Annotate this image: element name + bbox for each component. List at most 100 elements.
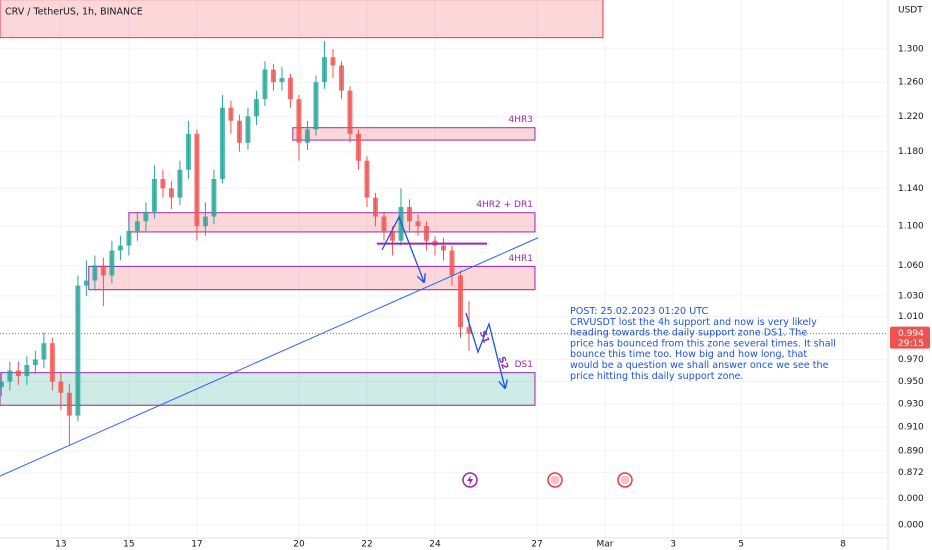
zone — [88, 265, 536, 291]
candle-body — [338, 65, 344, 91]
candle-body — [279, 77, 285, 83]
arrow — [465, 312, 505, 388]
axis-unit: USDT — [898, 6, 923, 16]
candle-body — [440, 245, 446, 251]
zone — [0, 0, 604, 39]
candle-body — [117, 245, 123, 251]
candle-body — [355, 133, 361, 161]
x-tick-label: 24 — [429, 540, 441, 550]
candle-body — [100, 265, 106, 276]
y-tick-label: 0.910 — [898, 423, 924, 433]
candle-body — [372, 197, 378, 217]
x-tick-label: 5 — [738, 540, 744, 550]
y-tick-label: 0.000 — [898, 520, 924, 530]
x-tick-label: 13 — [55, 540, 66, 550]
y-tick-label: 0.872 — [898, 468, 924, 478]
candle-body — [83, 280, 89, 286]
x-tick-label: 17 — [191, 540, 202, 550]
y-tick-label: 1.140 — [898, 184, 924, 194]
arrow — [381, 215, 424, 282]
candle-body — [466, 327, 472, 334]
candle-body — [15, 370, 21, 377]
candle-body — [313, 82, 319, 130]
trend-line — [0, 237, 539, 477]
candle-body — [364, 160, 370, 198]
zone — [128, 212, 536, 233]
candle-body — [66, 392, 72, 416]
candle-body — [296, 99, 302, 143]
candle-body — [134, 221, 140, 231]
candle-body — [270, 69, 276, 83]
candle-body — [143, 211, 149, 222]
symbol-header: CRV / TetherUS, 1h, BINANCE — [5, 7, 143, 18]
x-tick-label: Mar — [597, 540, 614, 550]
candle-body — [185, 133, 191, 170]
candle-body — [24, 364, 30, 377]
post-text: CRVUSDT lost the 4h support and now is v… — [570, 317, 817, 328]
candle-body — [32, 359, 38, 365]
candle-body — [389, 230, 395, 241]
candle-body — [92, 265, 98, 281]
candle-body — [449, 250, 455, 276]
candle-body — [287, 77, 293, 100]
candle-body — [423, 226, 429, 241]
y-tick-label: 1.010 — [898, 312, 924, 322]
x-tick-label: 22 — [361, 540, 372, 550]
y-tick-label: 0.890 — [898, 446, 924, 456]
candle-body — [228, 107, 234, 121]
y-tick-label: 1.180 — [898, 147, 924, 157]
last-price-label: 0.994 — [898, 329, 924, 339]
y-tick-label: 0.000 — [898, 494, 924, 504]
candle-body — [177, 169, 183, 198]
y-tick-label: 0.970 — [898, 355, 924, 365]
candle-body — [330, 57, 336, 66]
candle-body — [457, 275, 463, 328]
candle-body — [194, 133, 200, 227]
candle-body — [219, 107, 225, 180]
candle-body — [415, 221, 421, 227]
x-tick-label: 3 — [670, 540, 676, 550]
zone-label: DS1 — [515, 360, 533, 370]
post-text: would be a question we shall answer once… — [570, 360, 829, 371]
y-tick-label: 0.950 — [898, 377, 924, 387]
post-text: heading towards the daily support zone D… — [570, 328, 807, 339]
y-tick-label: 1.100 — [898, 222, 924, 232]
post-text: price hitting this daily support zone. — [570, 371, 743, 382]
y-tick-label: 1.300 — [898, 45, 924, 55]
candle-body — [304, 129, 310, 143]
candle-body — [321, 57, 327, 83]
candle-body — [253, 99, 259, 117]
candle-body — [347, 90, 353, 134]
candle-body — [49, 343, 55, 382]
candle-body — [41, 343, 47, 360]
zone-label: 4HR2 + DR1 — [476, 200, 533, 210]
zone-label: 4HR1 — [508, 254, 532, 264]
zone — [292, 127, 536, 141]
post-text: POST: 25.02.2023 01:20 UTC — [570, 306, 709, 317]
candle-body — [202, 216, 208, 227]
candle-body — [262, 69, 268, 100]
candle-body — [406, 207, 412, 222]
candle-body — [7, 370, 13, 382]
candle-body — [151, 179, 157, 212]
y-tick-label: 1.260 — [898, 78, 924, 88]
x-tick-label: 20 — [293, 540, 305, 550]
y-tick-label: 1.030 — [898, 291, 924, 301]
last-price-box — [890, 326, 930, 349]
candle-body — [160, 179, 166, 189]
candle-body — [168, 188, 174, 198]
flag — [550, 475, 560, 485]
candle-body — [381, 216, 387, 231]
candle-body — [75, 285, 81, 416]
y-tick-label: 1.060 — [898, 261, 924, 271]
candle-body — [126, 230, 132, 246]
x-tick-label: 15 — [123, 540, 134, 550]
x-tick-label: 27 — [531, 540, 542, 550]
y-tick-label: 1.220 — [898, 112, 924, 122]
post-text: price has bounced from this zone several… — [570, 338, 836, 349]
x-tick-label: 8 — [840, 540, 846, 550]
post-text: bounce this time too. How big and how lo… — [570, 349, 807, 360]
flag — [620, 475, 630, 485]
